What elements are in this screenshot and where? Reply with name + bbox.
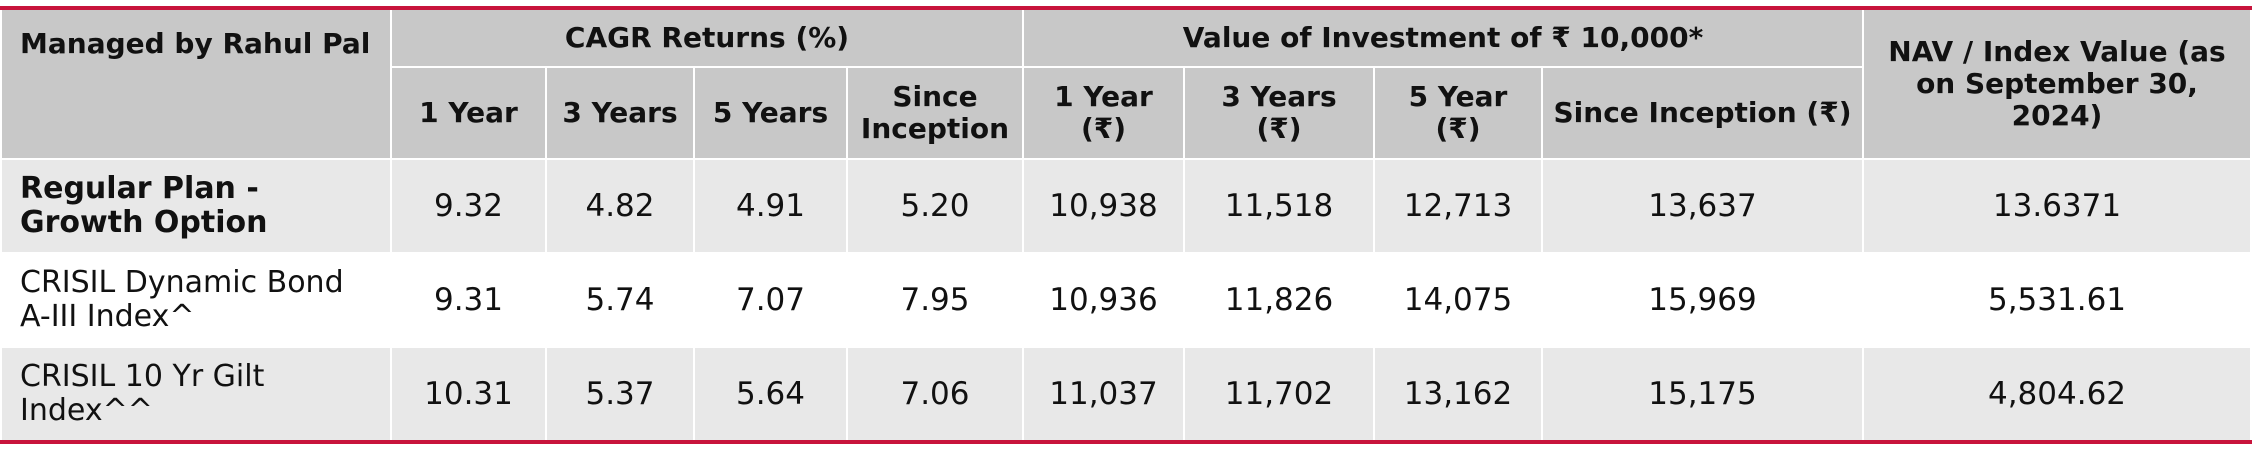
header-row-groups: Managed by Rahul Pal CAGR Returns (%) Va…	[0, 7, 2252, 160]
value-cell: 11,037	[1022, 346, 1185, 443]
value-cell: 11,702	[1183, 346, 1375, 443]
performance-table: Managed by Rahul Pal CAGR Returns (%) Va…	[0, 6, 2252, 444]
cagr-col-5-years: 5 Years	[693, 66, 848, 160]
cagr-col-3-years: 3 Years	[545, 66, 695, 160]
cagr-col-since-inception: Since Inception	[846, 66, 1024, 160]
header-row-columns: 1 Year 3 Years 5 Years Since Inception 1…	[1, 66, 2251, 160]
cagr-cell: 7.07	[693, 252, 848, 348]
cagr-cell: 7.06	[846, 346, 1024, 443]
row-label: Regular Plan - Growth Option	[0, 158, 392, 254]
cagr-cell: 9.32	[390, 158, 547, 254]
value-cell: 14,075	[1373, 252, 1543, 348]
managed-by-header: Managed by Rahul Pal	[0, 7, 392, 160]
cagr-cell: 10.31	[390, 346, 547, 443]
value-cell: 13,162	[1373, 346, 1543, 443]
nav-cell: 5,531.61	[1862, 252, 2252, 348]
value-cell: 10,936	[1022, 252, 1185, 348]
value-cell: 11,518	[1183, 158, 1375, 254]
value-cell: 15,175	[1541, 346, 1864, 443]
value-col-3-years: 3 Years (₹)	[1183, 66, 1375, 160]
value-cell: 12,713	[1373, 158, 1543, 254]
nav-cell: 13.6371	[1862, 158, 2252, 254]
cagr-cell: 7.95	[846, 252, 1024, 348]
cagr-returns-header: CAGR Returns (%)	[390, 7, 1024, 68]
value-cell: 13,637	[1541, 158, 1864, 254]
cagr-cell: 5.74	[545, 252, 695, 348]
value-cell: 11,826	[1183, 252, 1375, 348]
row-label: CRISIL 10 Yr Gilt Index^^	[0, 346, 392, 443]
cagr-cell: 4.82	[545, 158, 695, 254]
cagr-cell: 5.64	[693, 346, 848, 443]
table-row: Regular Plan - Growth Option 9.32 4.82 4…	[0, 158, 2252, 254]
value-cell: 10,938	[1022, 158, 1185, 254]
table-row: CRISIL Dynamic Bond A-III Index^ 9.31 5.…	[0, 252, 2252, 348]
value-of-investment-header: Value of Investment of ₹ 10,000*	[1022, 7, 1864, 68]
value-col-1-year: 1 Year (₹)	[1022, 66, 1185, 160]
cagr-col-1-year: 1 Year	[390, 66, 547, 160]
cagr-cell: 5.20	[846, 158, 1024, 254]
value-col-since-inception: Since Inception (₹)	[1541, 66, 1864, 160]
cagr-cell: 4.91	[693, 158, 848, 254]
cagr-cell: 9.31	[390, 252, 547, 348]
nav-index-value-header: NAV / Index Value (as on September 30, 2…	[1862, 7, 2252, 160]
value-cell: 15,969	[1541, 252, 1864, 348]
row-label: CRISIL Dynamic Bond A-III Index^	[0, 252, 392, 348]
nav-cell: 4,804.62	[1862, 346, 2252, 443]
value-col-5-year: 5 Year (₹)	[1373, 66, 1543, 160]
table-row: CRISIL 10 Yr Gilt Index^^ 10.31 5.37 5.6…	[0, 346, 2252, 443]
cagr-cell: 5.37	[545, 346, 695, 443]
